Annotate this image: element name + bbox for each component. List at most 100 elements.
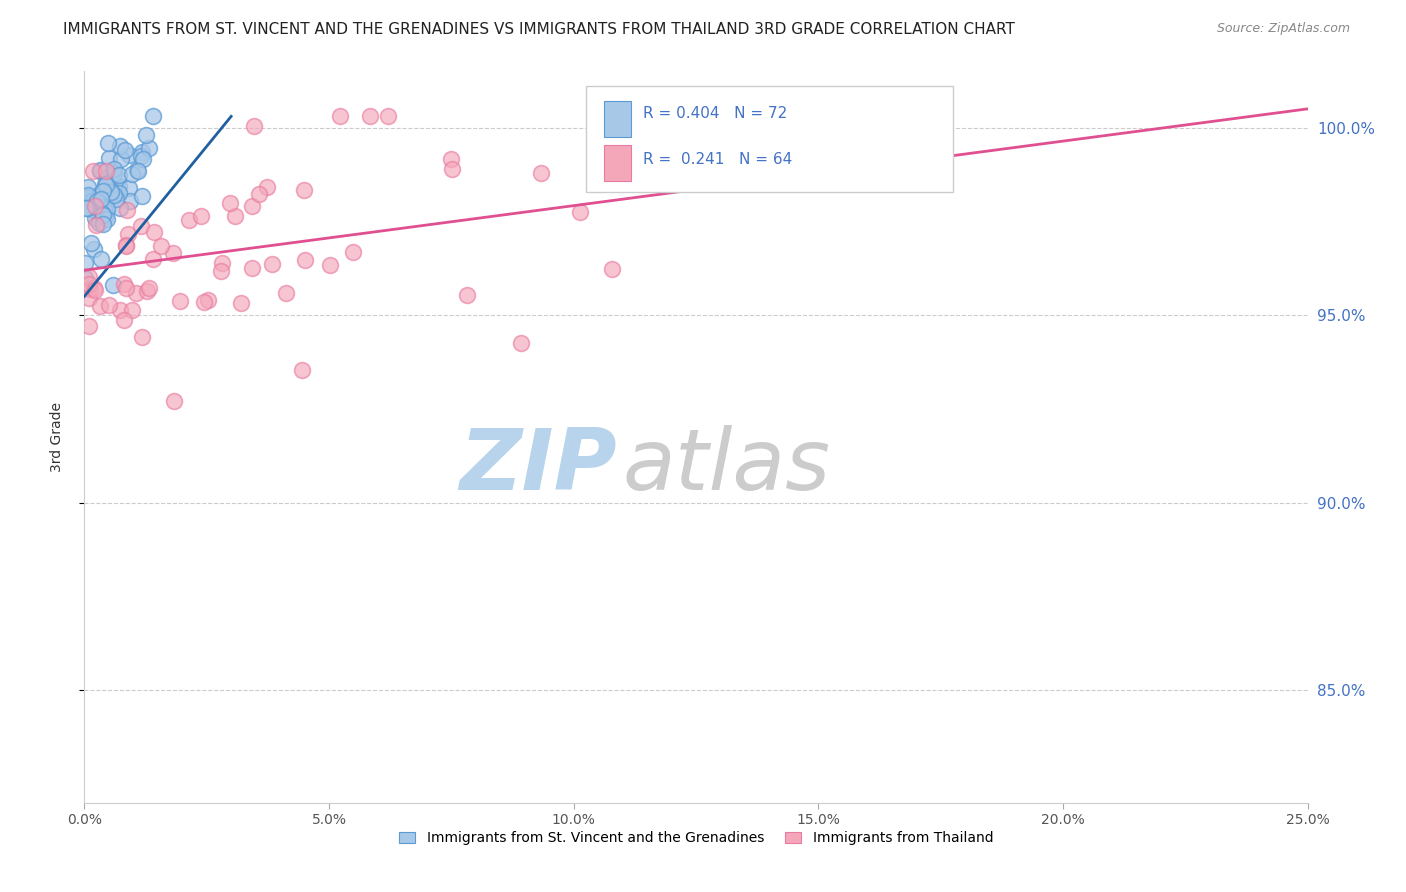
Point	[129, 149, 152, 163]
Point	[114, 143, 136, 157]
Point	[121, 167, 143, 181]
Point	[89, 163, 111, 178]
Legend: Immigrants from St. Vincent and the Grenadines, Immigrants from Thailand: Immigrants from St. Vincent and the Gren…	[394, 826, 998, 851]
Point	[93, 204, 115, 219]
Point	[169, 294, 191, 309]
Point	[112, 277, 135, 291]
Point	[98, 151, 121, 165]
Point	[127, 163, 149, 178]
Point	[243, 119, 266, 133]
Point	[108, 138, 131, 153]
Point	[319, 258, 342, 272]
Point	[89, 299, 111, 313]
Point	[87, 216, 110, 230]
Point	[110, 152, 132, 166]
Point	[143, 225, 166, 239]
Point	[86, 190, 108, 204]
Point	[190, 209, 212, 223]
Point	[84, 283, 107, 297]
Point	[96, 212, 118, 227]
Point	[84, 197, 107, 211]
Point	[77, 180, 100, 194]
Point	[75, 256, 97, 270]
Point	[127, 163, 149, 178]
Point	[197, 293, 219, 307]
Point	[329, 109, 352, 123]
Point	[142, 109, 165, 123]
Point	[77, 277, 100, 292]
Point	[108, 201, 131, 215]
Point	[510, 336, 533, 351]
Point	[77, 269, 100, 284]
Point	[211, 256, 233, 270]
Point	[84, 211, 107, 225]
Point	[100, 185, 122, 199]
Point	[149, 239, 172, 253]
Point	[118, 148, 141, 162]
Point	[83, 281, 105, 295]
Point	[441, 162, 464, 177]
Point	[131, 330, 153, 344]
Point	[138, 141, 160, 155]
Point	[530, 166, 553, 180]
Point	[77, 187, 100, 202]
Point	[96, 178, 118, 192]
Point	[131, 188, 153, 202]
Point	[91, 186, 114, 201]
Point	[292, 183, 315, 197]
Point	[118, 194, 141, 208]
Point	[132, 153, 155, 167]
Point	[162, 246, 184, 260]
Point	[114, 239, 136, 253]
Point	[97, 298, 120, 312]
Point	[256, 180, 278, 194]
Point	[86, 194, 108, 209]
Point	[105, 181, 128, 195]
Point	[77, 201, 100, 215]
Point	[142, 252, 165, 267]
Point	[129, 219, 152, 234]
Point	[115, 281, 138, 295]
Point	[93, 198, 115, 212]
Text: atlas: atlas	[623, 425, 831, 508]
Point	[90, 192, 112, 206]
Point	[94, 210, 117, 224]
Point	[101, 184, 124, 198]
Point	[75, 201, 97, 215]
Bar	[605, 145, 631, 181]
Point	[359, 109, 381, 123]
Point	[93, 201, 115, 215]
Point	[117, 227, 139, 242]
Text: IMMIGRANTS FROM ST. VINCENT AND THE GRENADINES VS IMMIGRANTS FROM THAILAND 3RD G: IMMIGRANTS FROM ST. VINCENT AND THE GREN…	[63, 22, 1015, 37]
Point	[103, 188, 125, 202]
Point	[125, 286, 148, 301]
Point	[107, 168, 129, 182]
Point	[224, 209, 246, 223]
Point	[90, 210, 112, 224]
Point	[456, 288, 478, 302]
Point	[274, 285, 297, 300]
Text: R =  0.241   N = 64: R = 0.241 N = 64	[644, 152, 793, 167]
Point	[103, 162, 125, 177]
Point	[80, 235, 103, 250]
Point	[83, 198, 105, 212]
Point	[83, 194, 105, 208]
Point	[89, 163, 111, 178]
Text: Source: ZipAtlas.com: Source: ZipAtlas.com	[1216, 22, 1350, 36]
Point	[79, 282, 101, 296]
Text: R = 0.404   N = 72: R = 0.404 N = 72	[644, 105, 787, 120]
Point	[209, 263, 232, 277]
Point	[77, 318, 100, 333]
Point	[231, 296, 253, 310]
Point	[247, 187, 270, 202]
Point	[110, 303, 132, 318]
Text: ZIP: ZIP	[458, 425, 616, 508]
Point	[97, 136, 120, 150]
FancyBboxPatch shape	[586, 86, 953, 192]
Point	[193, 294, 215, 309]
Point	[100, 168, 122, 182]
Point	[568, 205, 591, 219]
Point	[602, 261, 624, 276]
Point	[82, 202, 104, 217]
Point	[136, 284, 159, 298]
